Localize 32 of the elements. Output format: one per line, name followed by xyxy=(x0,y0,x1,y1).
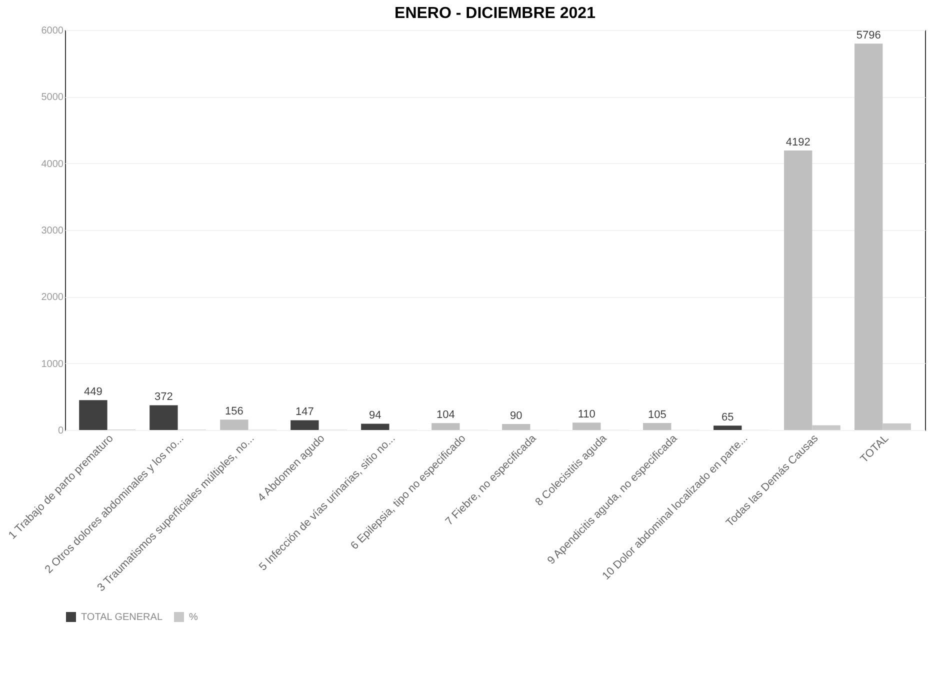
data-label: 90 xyxy=(510,410,522,422)
data-label: 147 xyxy=(295,406,314,418)
data-label: 104 xyxy=(436,409,455,422)
y-tick-label: 4000 xyxy=(41,158,64,170)
legend-label: TOTAL GENERAL xyxy=(81,612,163,623)
bar xyxy=(643,423,672,430)
data-label: 449 xyxy=(84,386,102,398)
bar xyxy=(714,426,742,430)
data-label: 4192 xyxy=(786,136,810,149)
bar xyxy=(432,423,460,430)
y-tick-label: 1000 xyxy=(41,358,64,370)
bar xyxy=(220,420,248,430)
data-label: 65 xyxy=(722,412,734,424)
bar xyxy=(572,422,601,430)
y-tick-label: 5000 xyxy=(41,92,64,104)
bar xyxy=(290,420,319,430)
bar xyxy=(361,424,390,430)
bar xyxy=(502,424,530,430)
chart-title: ENERO - DICIEMBRE 2021 xyxy=(394,5,596,22)
y-tick-label: 3000 xyxy=(41,226,64,236)
data-label: 372 xyxy=(154,391,173,404)
bar xyxy=(150,405,178,430)
data-label: 94 xyxy=(369,410,382,422)
bar xyxy=(79,400,108,430)
y-tick-label: 0 xyxy=(58,426,64,436)
data-label: 105 xyxy=(648,409,666,421)
data-label: 156 xyxy=(225,406,244,418)
y-tick-label: 2000 xyxy=(41,292,64,304)
data-label: 5796 xyxy=(856,30,881,42)
y-tick-label: 6000 xyxy=(41,26,64,36)
data-label: 110 xyxy=(578,408,596,421)
legend-label: % xyxy=(189,612,198,623)
